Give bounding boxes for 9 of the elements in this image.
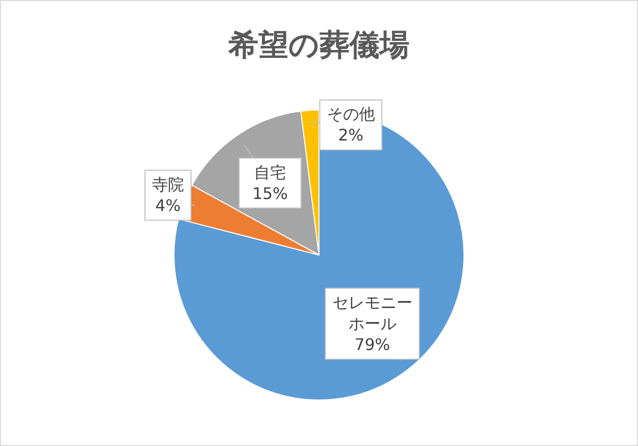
slice-label: その他 (326, 104, 375, 124)
data-label: 79% (354, 334, 390, 354)
slice-label: 自宅 (254, 162, 286, 182)
data-label: 15% (252, 184, 288, 203)
data-label: 2% (338, 126, 364, 145)
data-label: 4% (155, 196, 181, 215)
slice-label: 寺院 (152, 174, 184, 194)
chart-title: 希望の葬儀場 (228, 28, 410, 63)
slice-label: セレモニーホール (332, 292, 412, 333)
